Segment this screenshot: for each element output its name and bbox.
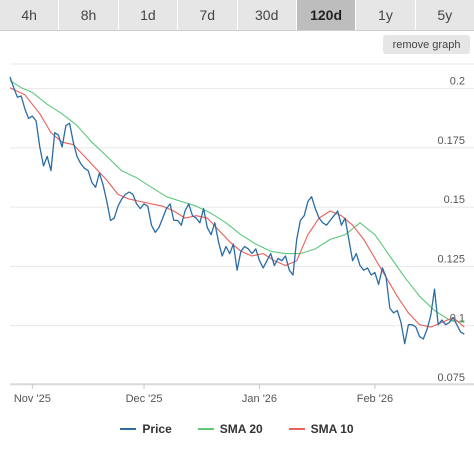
legend-item-sma-20[interactable]: SMA 20 xyxy=(197,422,263,436)
x-axis: Nov '25 Dec '25 Jan '26 Feb '26 xyxy=(10,383,474,405)
series-line-sma-20 xyxy=(9,80,465,323)
x-tick-label: Dec '25 xyxy=(126,393,163,405)
legend-label: SMA 20 xyxy=(219,422,263,436)
timeframe-tab-1y[interactable]: 1y xyxy=(356,0,416,30)
y-tick-label: 0.125 xyxy=(437,253,465,265)
timeframe-tab-7d[interactable]: 7d xyxy=(178,0,238,30)
x-tick-label: Feb '26 xyxy=(357,393,393,405)
legend: Price SMA 20 SMA 10 xyxy=(0,418,474,440)
remove-graph-button[interactable]: remove graph xyxy=(383,35,470,54)
legend-swatch xyxy=(197,428,214,430)
timeframe-tab-1d[interactable]: 1d xyxy=(119,0,179,30)
legend-label: Price xyxy=(142,422,172,436)
y-tick-label: 0.075 xyxy=(437,372,465,384)
timeframe-tab-8h[interactable]: 8h xyxy=(59,0,119,30)
series-lines xyxy=(9,76,465,345)
legend-label: SMA 10 xyxy=(310,422,354,436)
legend-item-sma-10[interactable]: SMA 10 xyxy=(288,422,354,436)
timeframe-tab-30d[interactable]: 30d xyxy=(238,0,297,30)
y-tick-label: 0.175 xyxy=(437,135,465,147)
timeframe-tab-120d[interactable]: 120d xyxy=(296,0,357,30)
legend-item-price[interactable]: Price xyxy=(120,422,172,436)
y-tick-label: 0.15 xyxy=(444,194,465,206)
grid-lines xyxy=(10,63,474,386)
legend-swatch xyxy=(120,428,137,430)
timeframe-tab-5y[interactable]: 5y xyxy=(437,7,453,23)
y-tick-label: 0.2 xyxy=(450,76,465,88)
legend-swatch xyxy=(288,428,305,430)
x-tick-label: Nov '25 xyxy=(14,393,51,405)
x-tick-label: Jan '26 xyxy=(242,393,277,405)
timeframe-tab-4h[interactable]: 4h xyxy=(0,0,60,30)
series-line-price xyxy=(9,76,465,345)
timeframe-tabs: 4h 8h 1d 7d 30d 120d 1y 5y xyxy=(0,0,474,31)
